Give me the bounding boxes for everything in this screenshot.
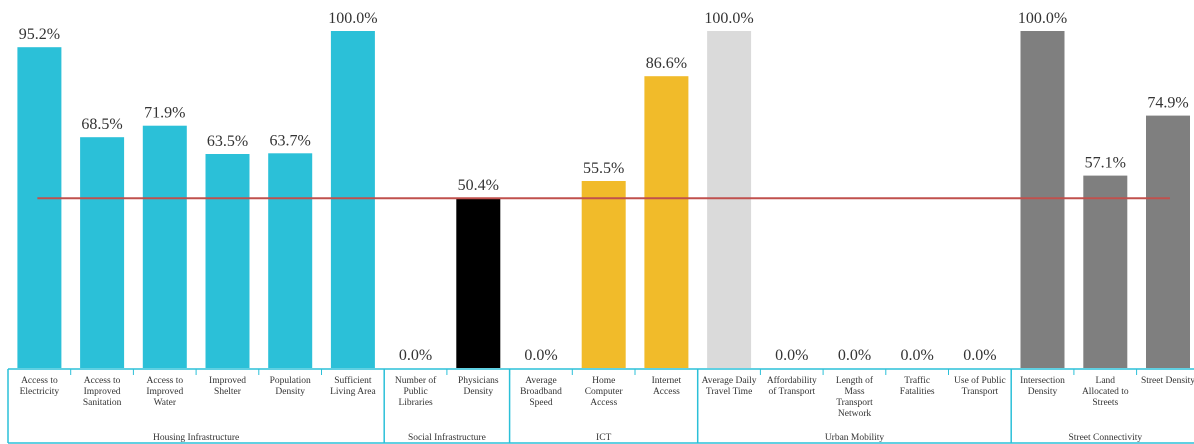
bar [644, 76, 689, 368]
category-label: Length of Mass Transport Network [836, 375, 874, 419]
category-axis [7, 368, 1194, 444]
category-label: Average Daily Travel Time [702, 376, 757, 397]
bar [330, 31, 375, 368]
data-label: 0.0% [775, 347, 808, 364]
data-label: 74.9% [1147, 95, 1188, 112]
data-label: 100.0% [704, 10, 753, 27]
bar [581, 181, 626, 368]
category-label: Traffic Fatalities [900, 375, 935, 397]
data-label: 68.5% [81, 116, 122, 133]
group-labels-layer: Housing Infrastructure Social Infrastruct… [153, 432, 1142, 443]
bars-layer [17, 31, 1190, 368]
group-label: Housing Infrastructure [153, 432, 239, 443]
category-label: Intersection Density [1020, 376, 1065, 397]
category-label: Street Density [1141, 376, 1194, 386]
category-label: Land Allocated to Streets [1082, 376, 1129, 408]
bar [456, 198, 501, 368]
data-label: 57.1% [1085, 155, 1126, 172]
category-label: Access to Improved Sanitation [83, 376, 122, 408]
category-label: Affordability of Transport [767, 375, 817, 397]
data-label: 71.9% [144, 105, 185, 122]
group-label: ICT [596, 433, 612, 443]
category-label: Internet Access [652, 376, 682, 397]
bar [17, 47, 62, 368]
category-label: Access to Improved Water [146, 376, 183, 408]
bar [80, 137, 125, 368]
category-label: Improved Shelter [209, 376, 246, 397]
bar [1020, 31, 1065, 368]
data-label: 100.0% [1018, 10, 1067, 27]
data-label: 0.0% [838, 347, 871, 364]
category-label: Average Broadband Speed [520, 376, 562, 408]
group-label: Street Connectivity [1068, 433, 1142, 443]
data-label: 50.4% [458, 177, 499, 194]
category-labels-layer: Access to Electricity Access to Improved San… [20, 375, 1194, 419]
category-label: Number of Public Libraries [395, 375, 437, 408]
category-label: Home Computer Access [585, 376, 624, 408]
data-label: 95.2% [19, 26, 60, 43]
bar [707, 31, 752, 368]
data-label: 63.5% [207, 133, 248, 150]
bar [142, 125, 187, 368]
category-label: Access to Electricity [20, 376, 60, 397]
group-label: Urban Mobility [825, 433, 885, 443]
category-label: Population Density [270, 376, 311, 397]
category-label: Sufficient Living Area [330, 375, 376, 397]
bar [1146, 115, 1190, 368]
category-label: Physicians Density [458, 376, 499, 397]
data-label: 55.5% [583, 160, 624, 177]
data-label: 0.0% [963, 347, 996, 364]
data-label: 100.0% [328, 10, 377, 27]
data-label: 63.7% [270, 132, 311, 149]
data-label: 86.6% [646, 55, 687, 72]
data-label: 0.0% [399, 347, 432, 364]
data-label: 0.0% [524, 347, 557, 364]
bar [1083, 175, 1128, 368]
bar [205, 154, 250, 368]
category-label: Use of Public Transport [954, 375, 1006, 397]
group-label: Social Infrastructure [408, 432, 486, 443]
data-label: 0.0% [901, 347, 934, 364]
value-labels-layer: 95.2% 68.5% 71.9% 63.5% 63.7% 100.0% 0.0% 50.4%… [19, 10, 1189, 364]
bar [268, 153, 313, 368]
